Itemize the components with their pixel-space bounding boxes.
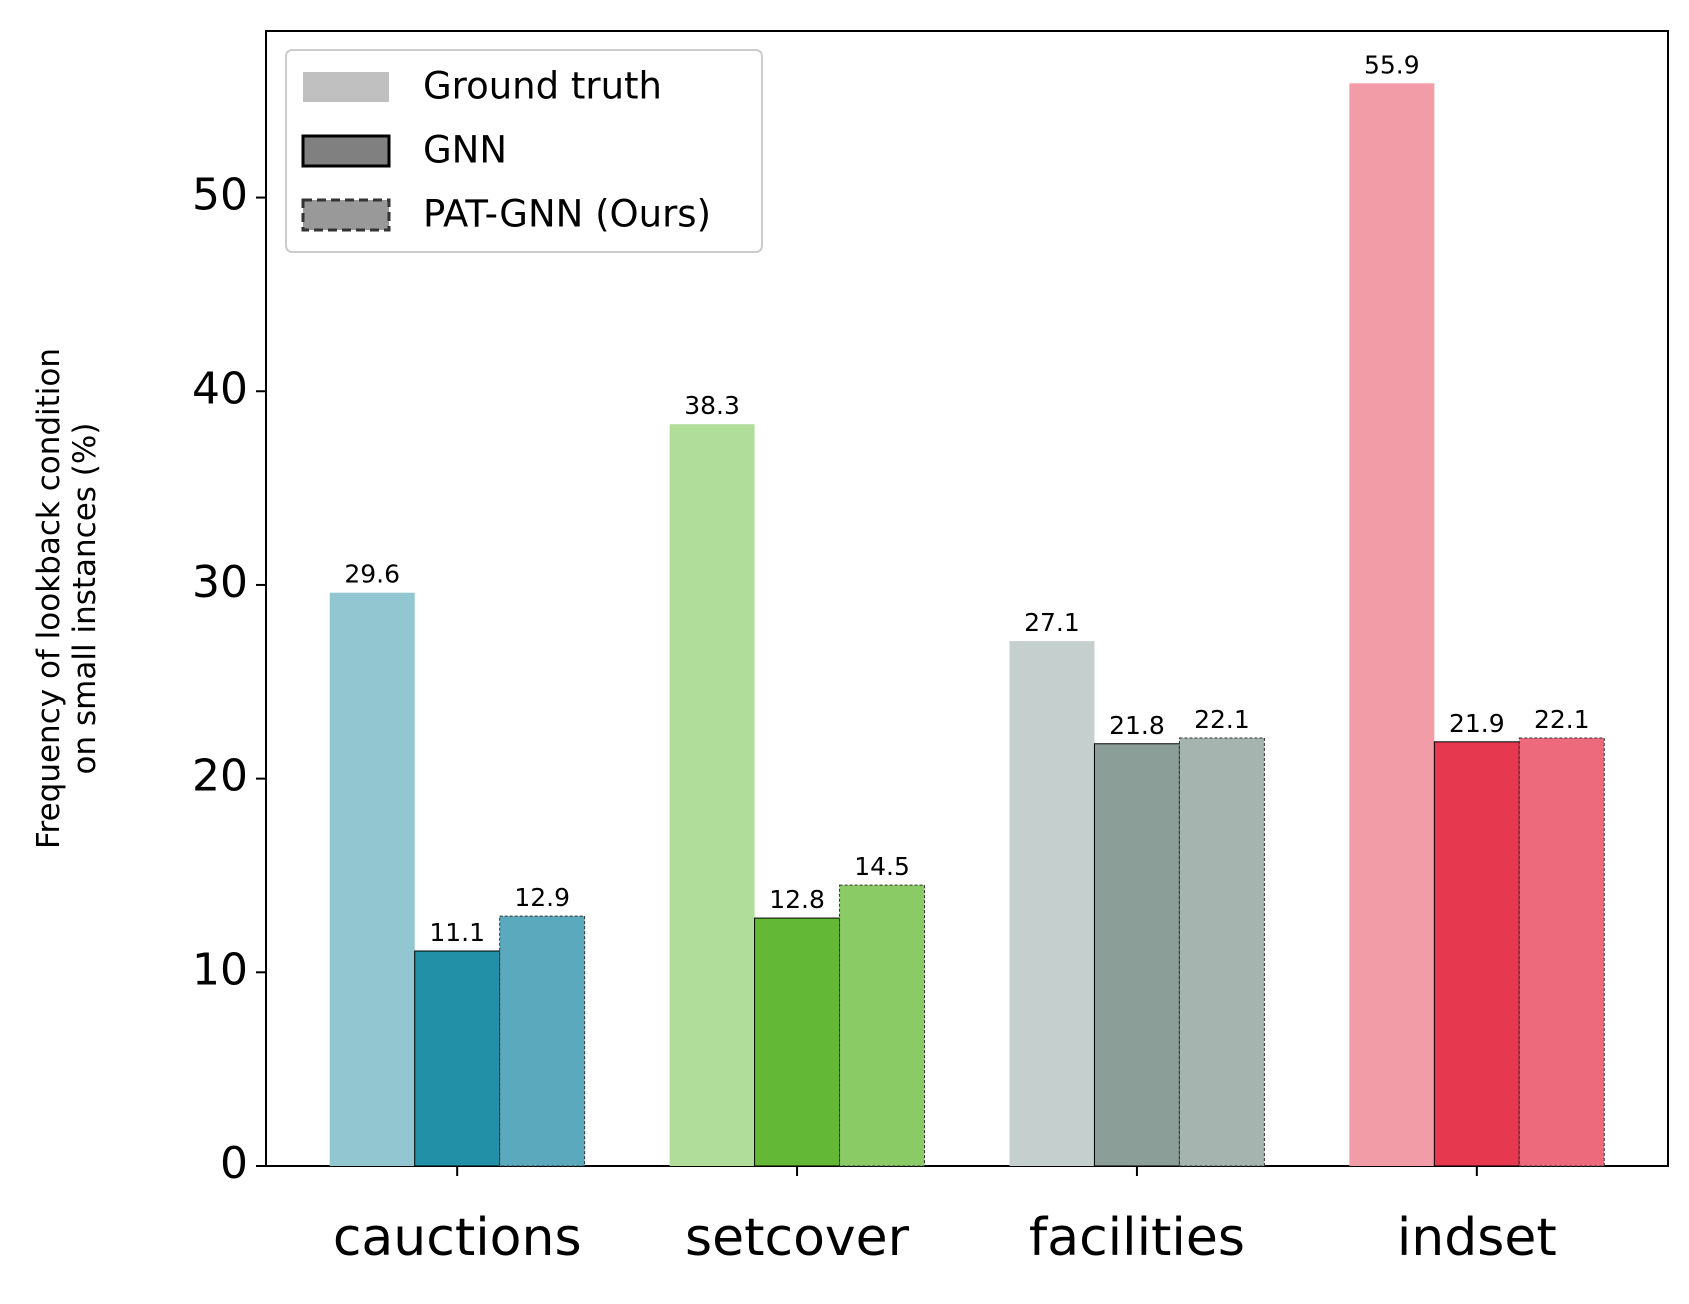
x-tick-label: cauctions xyxy=(333,1208,582,1268)
value-label: 12.8 xyxy=(769,885,825,914)
plot-frame xyxy=(265,30,1669,1167)
x-tick-label: indset xyxy=(1397,1208,1557,1268)
legend-label: Ground truth xyxy=(423,65,662,108)
bar xyxy=(499,915,586,1167)
legend-box xyxy=(285,49,763,253)
value-label: 29.6 xyxy=(344,560,400,589)
legend-label: PAT-GNN (Ours) xyxy=(423,193,711,236)
y-axis-label-line: on small instances (%) xyxy=(67,423,103,775)
bar xyxy=(754,917,841,1167)
bar xyxy=(1349,83,1435,1167)
value-label: 12.9 xyxy=(514,883,570,912)
value-label: 27.1 xyxy=(1024,608,1080,637)
bar xyxy=(1518,737,1605,1167)
value-label: 14.5 xyxy=(854,852,910,881)
y-tick-label: 40 xyxy=(192,363,248,414)
bar xyxy=(1093,743,1180,1167)
bar xyxy=(329,592,415,1166)
bar xyxy=(1178,737,1265,1167)
y-tick-label: 10 xyxy=(192,944,248,995)
bar xyxy=(1009,641,1095,1166)
y-axis-label-line: Frequency of lookback condition xyxy=(31,348,67,849)
y-tick-label: 30 xyxy=(192,557,248,608)
value-label: 38.3 xyxy=(684,391,740,420)
legend-swatch xyxy=(301,198,391,232)
y-tick-label: 20 xyxy=(192,751,248,802)
y-tick-label: 0 xyxy=(220,1138,248,1189)
y-axis-label: Frequency of lookback conditionon small … xyxy=(31,348,103,849)
legend-swatch xyxy=(303,72,389,102)
x-tick-label: facilities xyxy=(1029,1208,1245,1268)
value-label: 22.1 xyxy=(1194,705,1250,734)
bar xyxy=(414,950,501,1167)
value-label: 21.9 xyxy=(1449,709,1505,738)
y-tick-label: 50 xyxy=(192,170,248,221)
legend-label: GNN xyxy=(423,129,507,172)
x-tick-label: setcover xyxy=(685,1208,910,1268)
bar xyxy=(1433,741,1520,1167)
legend-swatch xyxy=(301,134,391,168)
bar xyxy=(839,884,926,1167)
value-label: 22.1 xyxy=(1534,705,1590,734)
bar xyxy=(669,424,755,1166)
value-label: 11.1 xyxy=(429,918,485,947)
value-label: 21.8 xyxy=(1109,711,1165,740)
value-label: 55.9 xyxy=(1364,50,1420,79)
